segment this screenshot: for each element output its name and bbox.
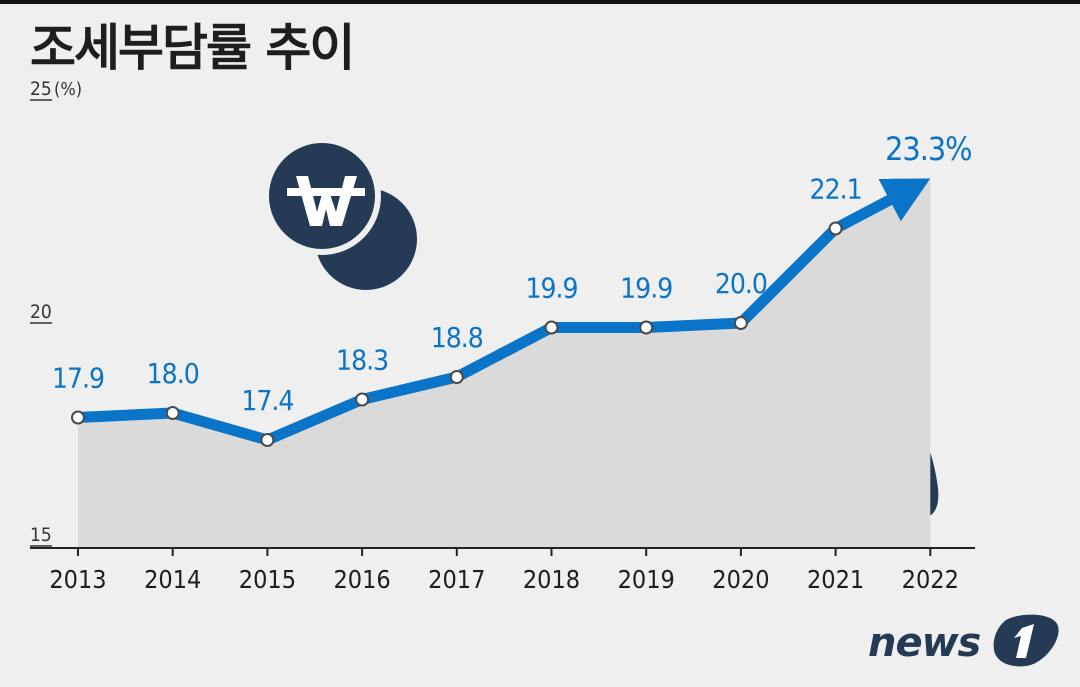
data-point bbox=[544, 320, 559, 335]
data-label: 18.3 bbox=[336, 344, 388, 377]
data-point bbox=[71, 410, 85, 425]
area-fill bbox=[78, 178, 931, 548]
data-point bbox=[733, 316, 748, 330]
x-tick-label: 2013 bbox=[49, 565, 106, 594]
top-border bbox=[0, 0, 1080, 4]
y-tick-label: 20 bbox=[30, 301, 52, 323]
news1-logo: news bbox=[868, 614, 1059, 667]
won-sign-icon bbox=[287, 176, 365, 226]
data-point bbox=[449, 370, 464, 384]
x-tick-label: 2017 bbox=[428, 565, 485, 594]
x-tick-label: 2021 bbox=[807, 565, 864, 594]
data-point bbox=[639, 320, 654, 335]
data-label: 17.4 bbox=[241, 384, 293, 417]
y-unit-label: (%) bbox=[54, 79, 82, 100]
data-label: 19.9 bbox=[620, 272, 672, 305]
data-point bbox=[355, 392, 370, 407]
arrow-shaft bbox=[830, 194, 896, 234]
x-tick-label: 2020 bbox=[712, 565, 769, 594]
x-tick-label: 2014 bbox=[144, 565, 201, 594]
data-label: 18.8 bbox=[431, 321, 483, 354]
chart-title: 조세부담률 추이 bbox=[30, 19, 355, 77]
svg-text:news: news bbox=[868, 620, 981, 666]
y-tick-label: 25 bbox=[30, 78, 52, 100]
y-tick-label: 15 bbox=[30, 524, 52, 546]
data-label: 20.0 bbox=[715, 267, 767, 300]
x-tick-label: 2016 bbox=[333, 565, 390, 594]
data-point bbox=[260, 433, 275, 447]
data-label: 18.0 bbox=[147, 357, 199, 390]
x-tick-label: 2022 bbox=[902, 565, 959, 594]
coins-icon bbox=[263, 137, 423, 296]
data-label: 19.9 bbox=[525, 272, 577, 305]
data-label: 23.3% bbox=[885, 130, 971, 168]
data-point bbox=[165, 406, 180, 420]
x-tick-label: 2019 bbox=[618, 565, 675, 594]
x-tick-label: 2018 bbox=[523, 565, 580, 594]
arrow-head bbox=[878, 178, 931, 222]
x-tick-label: 2015 bbox=[239, 565, 296, 594]
data-label: 17.9 bbox=[52, 362, 104, 395]
data-label: 22.1 bbox=[810, 173, 862, 206]
data-point bbox=[828, 221, 843, 236]
